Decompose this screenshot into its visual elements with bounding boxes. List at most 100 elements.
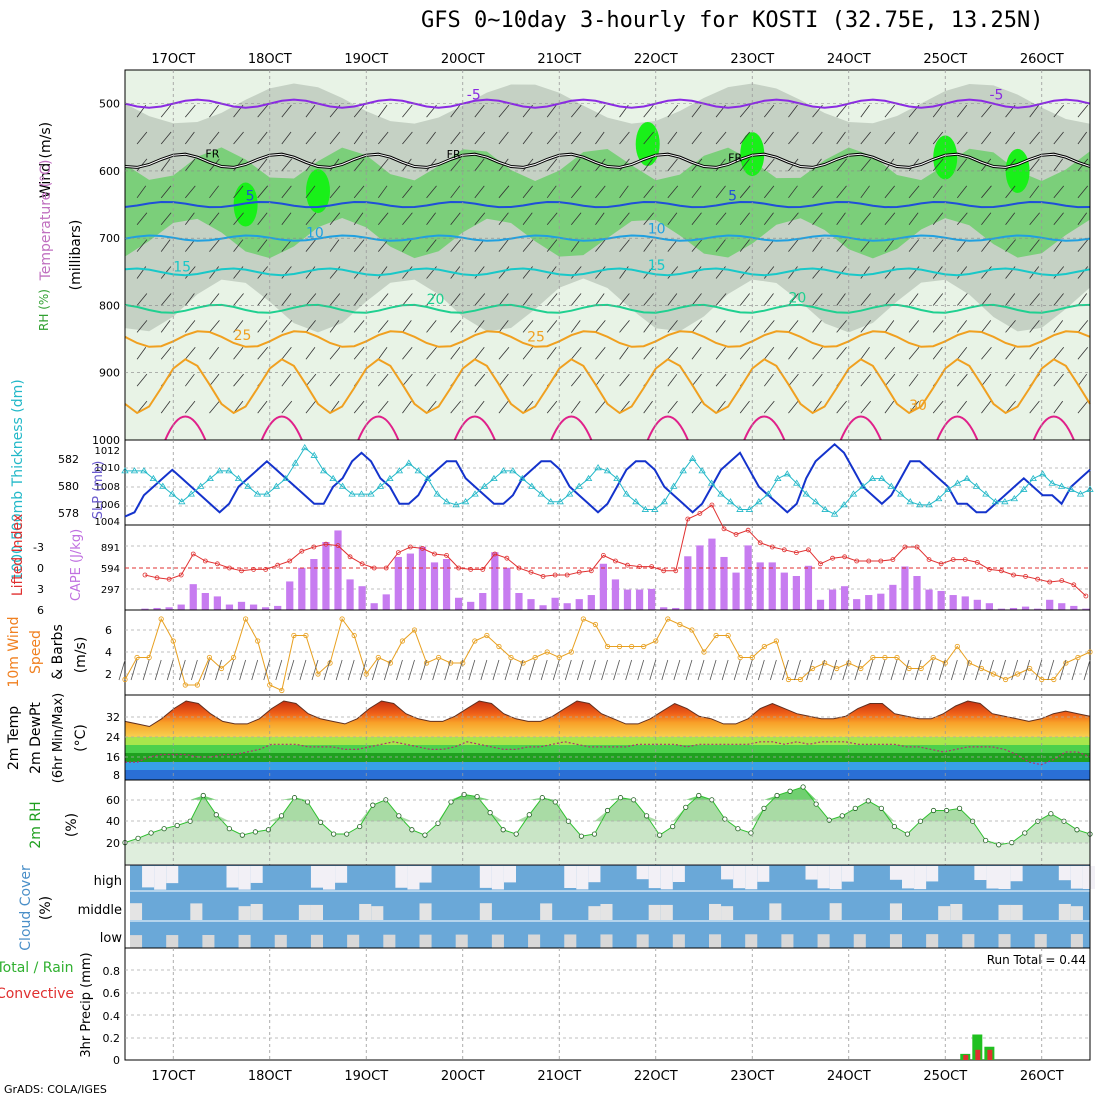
wind-barb [595, 266, 606, 279]
wind-barb [474, 131, 486, 145]
thickness-point [244, 482, 252, 489]
thickness-point [414, 467, 422, 474]
wind-barb [450, 320, 461, 333]
thickness-point [584, 474, 593, 482]
precip-tick-label: 0 [113, 1054, 120, 1067]
wind-speed-point [689, 627, 695, 633]
wind-barb-10m [625, 659, 633, 681]
wind-barb [691, 347, 702, 360]
chart-title: GFS 0~10day 3-hourly for KOSTI (32.75E, … [421, 8, 1044, 33]
wind-speed-point [785, 676, 792, 683]
thickness-point [972, 482, 981, 489]
cloud-units-label: (%) [38, 896, 54, 920]
wind-barb [739, 212, 750, 225]
lifted-index-point [456, 565, 462, 571]
wind-barb [233, 373, 244, 387]
wind-barb [160, 293, 172, 306]
thickness-point [565, 490, 574, 497]
wind-barb [353, 400, 365, 414]
wind-barb [474, 347, 485, 360]
wind-speed-point [375, 654, 381, 661]
wind-barb [498, 239, 509, 252]
cape-bar [358, 586, 366, 610]
wind-barb [257, 320, 268, 333]
wind-barb [667, 266, 679, 279]
cloud-high-cell [974, 866, 987, 881]
wind-barb [763, 347, 775, 360]
contour-label: 15 [173, 259, 191, 275]
wind-barb [160, 400, 171, 414]
wind-speed-point [665, 616, 671, 622]
wind-barb [209, 293, 220, 306]
cape-bar [720, 556, 728, 610]
wind-speed-point [761, 643, 767, 650]
thickness-point [1029, 474, 1037, 482]
wind-barb [209, 239, 220, 252]
cloud-high-cell [998, 866, 1011, 890]
wind-barb-10m [902, 659, 910, 681]
bottom-time-label: 26OCT [1020, 1069, 1064, 1084]
wind-barb [426, 239, 437, 252]
wind-speed-point [484, 632, 490, 639]
wind-barb [884, 347, 895, 360]
wind-barb [257, 104, 268, 118]
wind-barb [836, 185, 847, 199]
wind-barb [378, 400, 389, 414]
wind-barb [1029, 212, 1040, 225]
wind-barb-10m [130, 659, 138, 681]
wind-barb [571, 104, 582, 118]
contour-label: 30 [909, 398, 927, 414]
lifted-index-point [649, 564, 655, 569]
precip-units-label: 3hr Precip (mm) [79, 952, 94, 1057]
wind-barb [932, 320, 944, 333]
temp-tick-label: 8 [113, 769, 120, 782]
wind-barb [691, 266, 702, 279]
thickness-point [1001, 498, 1009, 505]
wind-speed-point [170, 638, 176, 644]
wind-barb-10m [745, 659, 753, 681]
wind-barb-10m [685, 659, 693, 681]
wind-barb [281, 131, 292, 145]
wind-barb [1029, 320, 1040, 333]
wind-barb [1077, 400, 1089, 414]
top-time-label: 18OCT [248, 52, 292, 67]
wind-barb [185, 266, 196, 279]
wind-speed-point [230, 654, 237, 661]
wind-speed-point [243, 616, 249, 622]
wind-barb-10m [299, 659, 307, 681]
wind-barb [908, 373, 919, 387]
wind-barb [329, 293, 341, 306]
cloud-low-cell [202, 934, 215, 948]
wind-barb [353, 293, 364, 306]
contour-label: 20 [427, 292, 445, 308]
wind-barb-10m [492, 659, 500, 681]
cloud-middle-cell [298, 904, 311, 920]
thickness-axis-label: 1000-500mb Thickness (dm) [10, 379, 26, 580]
wind-barb [860, 104, 870, 118]
wind-barb [667, 400, 678, 414]
lifted-index-point [287, 558, 293, 564]
cape-bar [1009, 607, 1018, 610]
wind-barb [691, 293, 702, 306]
lifted-index-point [1035, 576, 1041, 582]
thickness-point [461, 498, 470, 505]
cape-bar [732, 572, 740, 610]
wind-barb [1005, 293, 1016, 306]
wind-barb [209, 320, 220, 333]
precip-tick-label: 0.8 [103, 965, 121, 978]
thickness-point [632, 498, 640, 505]
wind-barb [185, 320, 196, 333]
cape-bar [997, 608, 1006, 610]
wind-barb [474, 239, 485, 252]
wind-barb [691, 104, 702, 118]
thickness-point [263, 490, 271, 497]
cloud-row-label: middle [78, 903, 122, 918]
wind-barb [474, 158, 485, 172]
thickness-tick-label: 578 [58, 507, 79, 520]
wind-barb [1053, 131, 1064, 145]
rh2m-point [344, 831, 350, 837]
wind-barb [257, 293, 268, 306]
cape-bar [334, 530, 342, 610]
cape-bar [503, 567, 511, 610]
cape-bar [660, 607, 668, 610]
